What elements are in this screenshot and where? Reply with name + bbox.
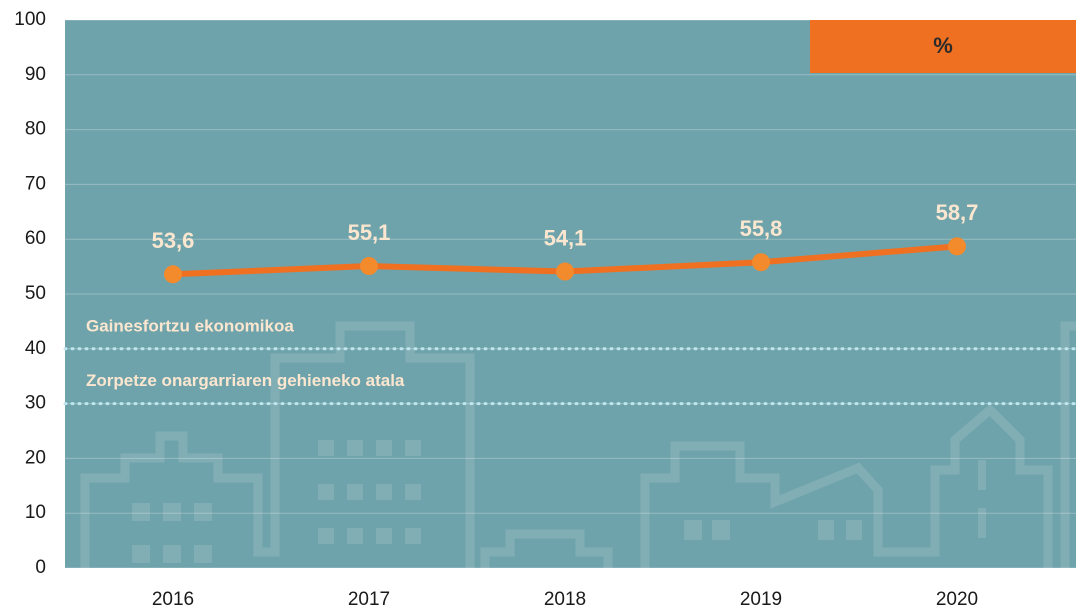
- data-label: 53,6: [152, 228, 195, 253]
- data-point: [556, 262, 574, 281]
- y-tick-label: 40: [25, 338, 46, 359]
- x-tick-label: 2017: [348, 589, 390, 610]
- data-point: [360, 257, 378, 276]
- data-label: 55,1: [348, 220, 391, 245]
- y-tick-label: 50: [25, 283, 46, 304]
- y-tick-label: 100: [14, 9, 46, 30]
- reference-label: Gainesfortzu ekonomikoa: [86, 316, 294, 335]
- plot-background: [65, 20, 1076, 568]
- unit-label: %: [933, 33, 953, 58]
- y-tick-label: 10: [25, 502, 46, 523]
- x-tick-label: 2019: [740, 589, 782, 610]
- y-tick-label: 30: [25, 393, 46, 414]
- y-tick-label: 60: [25, 228, 46, 249]
- data-point: [752, 253, 770, 272]
- data-label: 58,7: [936, 200, 979, 225]
- data-point: [948, 237, 966, 256]
- x-tick-label: 2018: [544, 589, 586, 610]
- data-point: [164, 265, 182, 284]
- reference-label: Zorpetze onargarriaren gehieneko atala: [86, 371, 405, 390]
- y-tick-label: 20: [25, 447, 46, 468]
- city-decoration: [80, 321, 1076, 568]
- data-label: 54,1: [544, 225, 587, 250]
- x-tick-label: 2016: [152, 589, 194, 610]
- unit-box: [810, 20, 1076, 73]
- data-label: 55,8: [740, 216, 783, 241]
- y-tick-label: 80: [25, 119, 46, 140]
- y-tick-label: 90: [25, 64, 46, 85]
- y-tick-label: 70: [25, 173, 46, 194]
- y-tick-label: 0: [35, 557, 46, 578]
- x-tick-label: 2020: [936, 589, 978, 610]
